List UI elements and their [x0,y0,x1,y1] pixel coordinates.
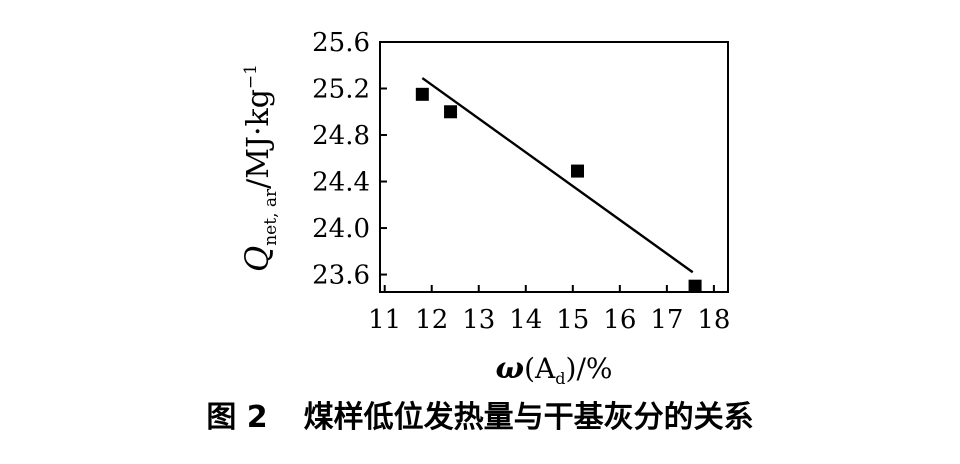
x-axis-ticks: 11 12 13 14 15 16 17 18 [368,285,730,335]
y-axis-label-unit: /MJ·kg [241,89,276,189]
fit-line [421,77,694,274]
y-axis-label-sup: −1 [241,64,261,89]
x-axis-label-open: ( [524,352,535,385]
y-axis-label-sub: net, ar [261,188,281,246]
y-axis-label-main: Q [238,246,276,272]
x-tick-label: 16 [603,305,636,335]
y-tick-label: 24.4 [312,168,370,198]
data-point [571,164,585,178]
x-tick-label: 15 [556,305,589,335]
x-tick-label: 13 [462,305,495,335]
y-tick-label: 24.0 [312,214,370,244]
x-axis-label-close: )/% [566,352,613,385]
x-axis-label-main: A [534,352,556,385]
y-tick-label: 24.8 [312,121,370,151]
x-axis-label: ω(Ad)/% [496,351,613,388]
x-tick-label: 12 [415,305,448,335]
y-tick-label: 25.2 [312,75,370,105]
x-tick-label: 14 [509,305,542,335]
figure-number: 图 2 [206,400,268,435]
y-axis-ticks: 23.6 24.0 24.4 24.8 25.2 25.6 [312,28,387,291]
plot-frame [379,41,729,293]
x-tick-label: 17 [650,305,683,335]
chart: 23.624.024.424.825.225.6 11 12 13 14 15 16 17 1… [238,28,730,388]
x-tick-label: 18 [697,305,730,335]
data-points [415,87,702,293]
figure-caption: 图 2 煤样低位发热量与干基灰分的关系 [0,392,960,436]
data-point [415,87,429,101]
y-axis-label: Qnet, ar/MJ·kg−1 [238,64,281,272]
x-axis-label-sub: d [555,369,565,388]
figure-caption-text: 煤样低位发热量与干基灰分的关系 [303,400,754,435]
x-tick-label: 11 [368,305,401,335]
y-tick-label: 23.6 [312,261,370,291]
y-tick-label: 25.6 [312,28,370,58]
x-axis-label-symbol: ω [496,351,525,386]
data-point [688,279,702,293]
data-point [444,105,458,119]
